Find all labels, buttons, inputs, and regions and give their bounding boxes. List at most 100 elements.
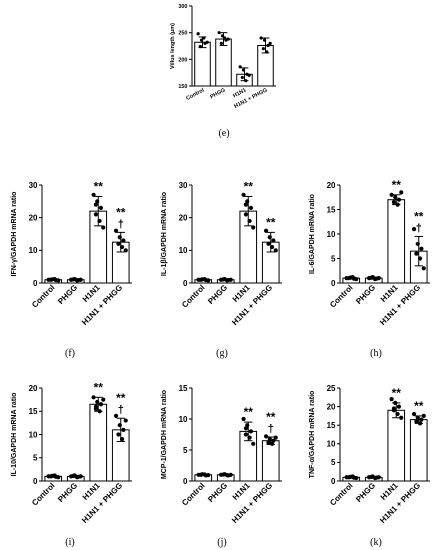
data-point <box>269 441 275 446</box>
significance-marker: ** <box>392 178 402 192</box>
data-point <box>415 415 420 420</box>
y-axis-label: TNF-α/GAPDH mRNA ratio <box>309 391 316 479</box>
data-point <box>113 413 119 418</box>
y-axis-label: IL-6/GAPDH mRNA ratio <box>309 194 316 274</box>
y-tick-label: 0 <box>183 279 188 288</box>
data-point <box>119 437 125 442</box>
x-tick-label: PHGG <box>56 481 79 504</box>
data-point <box>266 241 271 246</box>
significance-marker: ** <box>414 209 424 223</box>
data-point <box>396 197 402 202</box>
data-point <box>226 37 230 41</box>
data-point <box>244 79 248 83</box>
significance-marker: ** <box>244 179 254 193</box>
data-point <box>273 435 278 440</box>
data-point <box>71 473 76 478</box>
data-point <box>354 475 359 481</box>
data-point <box>93 212 99 217</box>
data-point <box>52 473 57 478</box>
data-point <box>247 73 251 77</box>
data-point <box>265 50 269 54</box>
significance-marker: † <box>268 423 274 435</box>
data-point <box>411 411 417 417</box>
data-point <box>421 413 426 418</box>
y-tick-label: 10 <box>179 415 188 424</box>
data-point <box>224 473 230 478</box>
data-point <box>395 202 400 207</box>
x-tick-label: H1N1 <box>232 87 247 99</box>
data-point <box>238 65 242 69</box>
data-point <box>117 235 122 240</box>
data-point <box>202 472 207 477</box>
panel-letter: (j) <box>217 537 226 548</box>
data-point <box>395 411 400 417</box>
data-point <box>74 278 80 283</box>
data-point <box>354 276 359 282</box>
data-point <box>56 475 61 480</box>
data-point <box>266 440 271 445</box>
bar-2 <box>387 409 406 482</box>
data-point <box>247 218 252 224</box>
data-point <box>251 225 256 230</box>
data-point <box>350 275 355 280</box>
y-tick-label: 25 <box>327 384 336 393</box>
data-point <box>121 427 126 432</box>
data-point <box>199 38 204 42</box>
data-point <box>372 276 378 282</box>
significance-marker: ** <box>266 410 276 424</box>
y-tick-label: 5 <box>183 446 188 455</box>
x-tick-label: H1N1 + PHGG <box>230 481 274 525</box>
data-point <box>268 41 272 45</box>
data-point <box>266 43 270 48</box>
data-point <box>391 200 397 205</box>
data-point <box>376 276 381 281</box>
data-point <box>221 472 226 477</box>
data-point <box>241 68 246 72</box>
y-tick-label: 20 <box>29 213 38 222</box>
panel-letter: (h) <box>370 348 382 359</box>
y-axis-label: MCP-1/GAPDH mRNA ratio <box>161 390 168 479</box>
y-tick-label: 10 <box>29 430 38 439</box>
data-point <box>421 266 426 271</box>
data-point <box>220 34 225 38</box>
y-tick-label: 250 <box>178 31 187 37</box>
data-point <box>243 212 249 217</box>
bar-3 <box>261 440 280 482</box>
data-point <box>243 432 249 437</box>
data-point <box>417 421 423 426</box>
data-point <box>95 399 100 405</box>
data-point <box>97 409 102 414</box>
data-point <box>228 277 233 282</box>
data-point <box>376 475 381 480</box>
data-point <box>248 205 254 210</box>
data-point <box>198 472 204 477</box>
y-tick-label: 200 <box>178 57 187 63</box>
data-point <box>267 235 272 240</box>
data-point <box>205 40 209 44</box>
significance-marker: ** <box>116 391 126 405</box>
data-point <box>56 278 61 283</box>
data-point <box>245 199 250 204</box>
chart-panel-e: 150 200 250 300 Villus length (μm) Control PHG… <box>170 4 276 139</box>
data-point <box>206 278 211 283</box>
y-axis-label: Villus length (μm) <box>170 23 176 69</box>
panel-letter: (g) <box>216 348 228 359</box>
data-point <box>346 276 352 281</box>
x-tick-label: PHGG <box>206 481 229 504</box>
data-point <box>121 238 126 243</box>
data-point <box>419 417 424 422</box>
significance-marker: † <box>118 404 124 416</box>
y-tick-label: 20 <box>179 213 188 222</box>
data-point <box>202 276 207 282</box>
x-tick-label: H1N1 + PHGG <box>80 481 124 525</box>
data-point <box>95 199 100 204</box>
panel-letter: (k) <box>370 537 382 548</box>
data-point <box>123 418 128 423</box>
data-point <box>198 44 202 49</box>
data-point <box>419 246 424 251</box>
significance-marker: † <box>416 222 422 234</box>
